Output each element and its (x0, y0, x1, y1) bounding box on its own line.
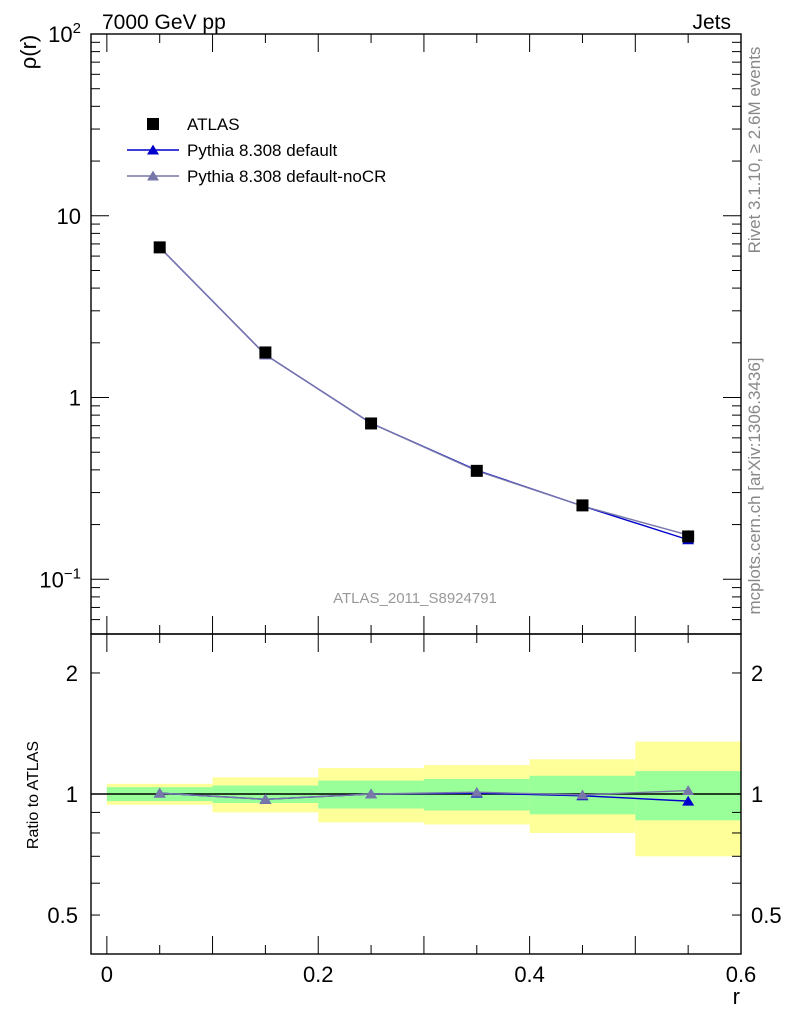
ratio-plot-frame (90, 633, 742, 955)
ratio-point-pythia-8-308-default-nocr (682, 785, 695, 796)
ratio-point-pythia-8-308-default-nocr (470, 786, 483, 797)
xtick-label: 0 (101, 962, 113, 987)
analysis-watermark: ATLAS_2011_S8924791 (333, 590, 497, 607)
legend-marker-pythia-8-308-default-nocr (147, 170, 159, 181)
ratio-ytick-label-left: 1 (66, 782, 78, 807)
data-series (91, 241, 741, 806)
legend-marker-atlas (147, 118, 159, 130)
legend-marker-pythia-8-308-default (147, 144, 159, 155)
ratio-ytick-label-right: 2 (751, 661, 763, 686)
plot-frames (90, 33, 742, 955)
main-point-atlas (365, 417, 378, 430)
ratio-ytick-label-right: 0.5 (751, 903, 782, 928)
main-ytick-base: 10 (48, 22, 72, 47)
ratio-y-axis-label: Ratio to ATLAS (25, 741, 42, 849)
ratio-point-pythia-8-308-default-nocr (153, 787, 166, 798)
ratio-point-pythia-8-308-default-nocr (259, 793, 272, 804)
ratio-ytick-label-right: 1 (751, 782, 763, 807)
ratio-ytick-label-left: 2 (66, 661, 78, 686)
ratio-line-pythia-8-308-default-nocr (159, 789, 689, 801)
main-ytick-label: 10−1 (39, 565, 81, 592)
header-left-title: 7000 GeV pp (102, 11, 226, 34)
main-ytick-base: 10 (39, 567, 63, 592)
legend: ATLAS Pythia 8.308 default Pythia 8.308 de… (127, 115, 386, 186)
source-reference-label: mcplots.cern.ch [arXiv:1306.3436] (745, 357, 764, 614)
ratio-point-pythia-8-308-default-nocr (576, 789, 589, 800)
main-point-atlas (259, 346, 272, 359)
ratio-point-pythia-8-308-default-nocr (365, 788, 378, 799)
main-ytick-label: 102 (48, 20, 81, 47)
xtick-label: 0.4 (514, 962, 545, 987)
xtick-label: 0.6 (726, 962, 757, 987)
rivet-version-label: Rivet 3.1.10, ≥ 2.6M events (745, 47, 764, 254)
main-ytick-exponent: 2 (73, 20, 81, 37)
main-point-atlas (153, 241, 166, 254)
main-y-axis-label: ρ(r) (16, 35, 41, 70)
main-ytick-exponent: −1 (64, 565, 81, 582)
main-line-pythia-8-308-default-nocr (159, 246, 689, 536)
main-point-atlas (576, 499, 589, 512)
header-right-title: Jets (692, 11, 731, 34)
legend-label-pythia-8-308-default: Pythia 8.308 default (187, 141, 338, 160)
xtick-label: 0.2 (303, 962, 334, 987)
main-line-pythia-8-308-default (159, 246, 689, 541)
ratio-point-pythia-8-308-default (682, 795, 695, 806)
x-axis-label: r (733, 984, 740, 1009)
main-ytick-label: 10 (57, 204, 81, 229)
ratio-ytick-label-left: 0.5 (47, 903, 78, 928)
legend-label-atlas: ATLAS (187, 115, 240, 134)
main-point-atlas (470, 464, 483, 477)
main-point-atlas (682, 530, 695, 543)
main-ytick-label: 1 (69, 386, 81, 411)
legend-label-pythia-8-308-default-nocr: Pythia 8.308 default-noCR (187, 167, 386, 186)
